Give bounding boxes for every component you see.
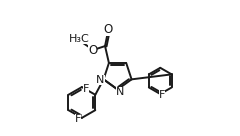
Text: N: N <box>96 75 105 85</box>
Text: F: F <box>83 84 89 94</box>
Text: F: F <box>75 114 81 124</box>
Text: N: N <box>116 87 124 97</box>
Text: H₃C: H₃C <box>69 34 90 44</box>
Text: O: O <box>103 23 113 36</box>
Text: F: F <box>159 90 165 100</box>
Text: O: O <box>88 44 97 57</box>
